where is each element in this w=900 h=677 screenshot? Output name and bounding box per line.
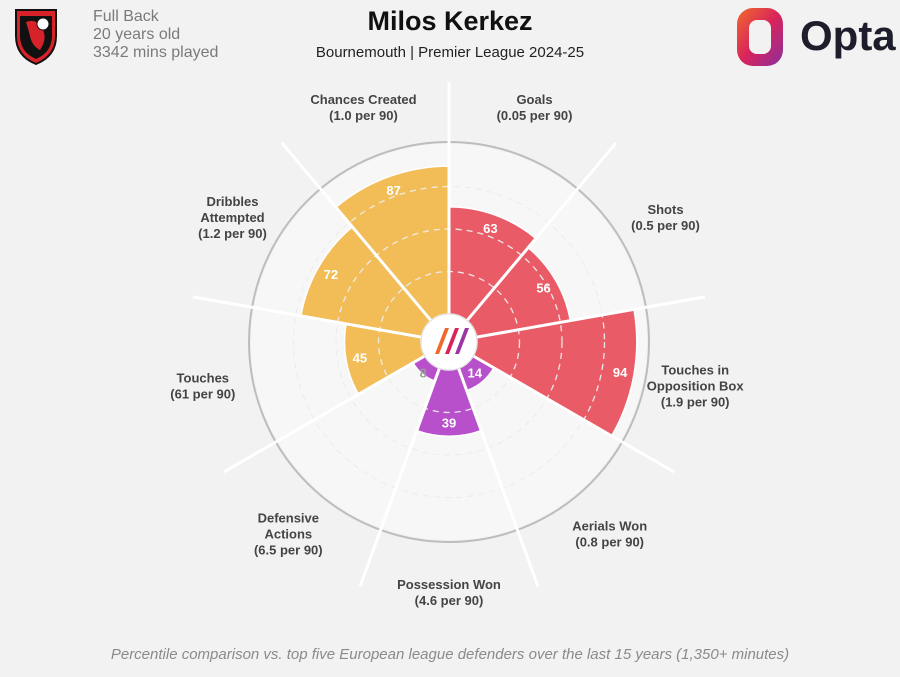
category-label: Dribbles	[206, 194, 258, 209]
category-label: (1.0 per 90)	[329, 108, 398, 123]
category-label: (0.5 per 90)	[631, 218, 700, 233]
category-label: (1.9 per 90)	[661, 394, 730, 409]
player-minutes: 3342 mins played	[93, 44, 219, 61]
category-label: Aerials Won	[572, 519, 647, 534]
spoke	[379, 367, 441, 531]
value-label: 14	[467, 366, 482, 381]
hub-logo-mark	[455, 328, 469, 354]
opta-brand-text: Opta	[800, 12, 896, 59]
player-position: Full Back	[93, 8, 159, 25]
category-label: Opposition Box	[647, 378, 745, 393]
spoke-extension	[358, 529, 383, 587]
value-label: 87	[386, 183, 400, 198]
category-label: (0.8 per 90)	[575, 535, 644, 550]
category-label: Chances Created	[310, 92, 416, 107]
value-label: 8	[420, 366, 427, 381]
category-label: (4.6 per 90)	[415, 593, 484, 608]
category-label: Goals	[516, 92, 552, 107]
page-title: Milos Kerkez	[367, 6, 533, 36]
hub-logo-mark	[435, 328, 449, 354]
spoke	[472, 354, 623, 444]
club-crest-logo	[15, 9, 57, 66]
footnote: Percentile comparison vs. top five Europ…	[110, 646, 790, 663]
opta-brand-icon	[737, 8, 783, 66]
page-subtitle: Bournemouth | Premier League 2024-25	[315, 44, 585, 61]
player-age: 20 years old	[93, 26, 181, 43]
wedge-background	[458, 356, 621, 529]
category-label: Touches in	[661, 362, 729, 377]
category-label: Attempted	[200, 210, 264, 225]
spoke-extension	[192, 295, 253, 309]
spoke-extension	[576, 141, 618, 190]
value-label: 56	[536, 280, 550, 295]
category-label: Touches	[177, 370, 230, 385]
category-label: Actions	[264, 527, 312, 542]
category-label: (6.5 per 90)	[254, 543, 323, 558]
category-label: Possession Won	[397, 577, 501, 592]
value-label: 45	[353, 351, 367, 366]
category-label: (1.2 per 90)	[198, 226, 267, 241]
gridline-shadow	[293, 186, 605, 498]
spoke	[251, 305, 422, 339]
wedge-background	[381, 368, 517, 541]
spoke	[319, 187, 433, 322]
spoke	[457, 367, 519, 531]
hub-logo-mark	[445, 328, 459, 354]
hub	[420, 313, 478, 371]
spoke-extension	[280, 141, 322, 190]
spoke-extension	[621, 440, 675, 474]
category-label: Shots	[647, 202, 683, 217]
player-info: Full Back 20 years old 3342 mins played	[93, 8, 218, 62]
category-label: Defensive	[258, 511, 319, 526]
category-label: (0.05 per 90)	[497, 108, 573, 123]
spoke-extension	[515, 529, 540, 587]
value-label: 94	[613, 365, 628, 380]
spoke	[465, 187, 579, 322]
spoke-extension	[645, 295, 706, 309]
value-label: 72	[324, 267, 338, 282]
wedge-background	[277, 356, 440, 529]
category-label: (61 per 90)	[170, 386, 235, 401]
spoke	[476, 305, 647, 339]
value-label: 63	[483, 221, 497, 236]
spoke	[275, 354, 426, 444]
spoke-extension	[223, 440, 277, 474]
value-label: 39	[442, 415, 456, 430]
